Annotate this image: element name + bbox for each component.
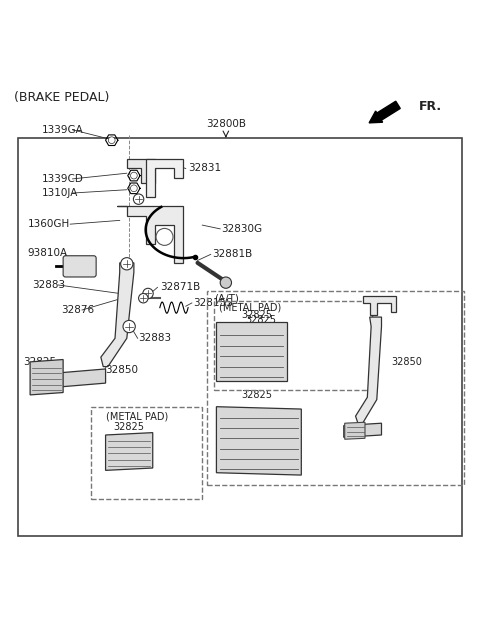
Polygon shape	[145, 159, 183, 197]
Text: (METAL PAD): (METAL PAD)	[219, 303, 281, 313]
Polygon shape	[106, 433, 153, 471]
Text: (BRAKE PEDAL): (BRAKE PEDAL)	[13, 91, 109, 104]
Circle shape	[156, 228, 173, 246]
Polygon shape	[216, 407, 301, 475]
Polygon shape	[344, 423, 382, 437]
Text: 1339CD: 1339CD	[42, 174, 84, 184]
Polygon shape	[356, 317, 382, 423]
Polygon shape	[362, 296, 396, 315]
Polygon shape	[30, 360, 63, 395]
FancyBboxPatch shape	[63, 256, 96, 277]
Circle shape	[220, 277, 231, 288]
Circle shape	[143, 288, 153, 299]
Text: FR.: FR.	[419, 100, 443, 113]
Polygon shape	[118, 206, 183, 263]
Circle shape	[139, 293, 148, 303]
Polygon shape	[216, 322, 287, 381]
Circle shape	[131, 172, 137, 179]
Text: 32825: 32825	[23, 357, 56, 367]
Text: 32815S: 32815S	[193, 298, 233, 308]
Circle shape	[108, 137, 115, 144]
Text: 32800B: 32800B	[206, 120, 246, 130]
Circle shape	[120, 258, 133, 270]
Text: 32881B: 32881B	[212, 249, 252, 259]
Text: (METAL PAD): (METAL PAD)	[106, 412, 168, 422]
Polygon shape	[345, 422, 365, 439]
Text: 32876: 32876	[61, 305, 94, 315]
Text: 32825: 32825	[246, 315, 277, 325]
Text: 32825: 32825	[241, 390, 272, 400]
FancyArrow shape	[369, 101, 400, 123]
Text: 32830G: 32830G	[221, 224, 262, 234]
Polygon shape	[49, 369, 106, 388]
Text: 32831: 32831	[188, 164, 221, 174]
Text: 1339GA: 1339GA	[42, 125, 84, 135]
Polygon shape	[127, 159, 155, 183]
Text: 93810A: 93810A	[28, 249, 68, 259]
Text: 32871B: 32871B	[160, 282, 200, 293]
Text: 32825: 32825	[114, 422, 144, 432]
Circle shape	[131, 185, 137, 192]
Polygon shape	[101, 263, 134, 366]
Text: 32850: 32850	[391, 357, 422, 367]
Text: 32883: 32883	[33, 280, 66, 290]
Text: 1360GH: 1360GH	[28, 219, 70, 229]
Text: 1310JA: 1310JA	[42, 188, 78, 198]
Text: (A/T): (A/T)	[214, 293, 239, 304]
Text: 32850: 32850	[106, 365, 139, 375]
Circle shape	[123, 321, 135, 333]
Circle shape	[133, 194, 144, 205]
Text: 32883: 32883	[139, 334, 172, 343]
Text: 32825: 32825	[241, 310, 272, 320]
